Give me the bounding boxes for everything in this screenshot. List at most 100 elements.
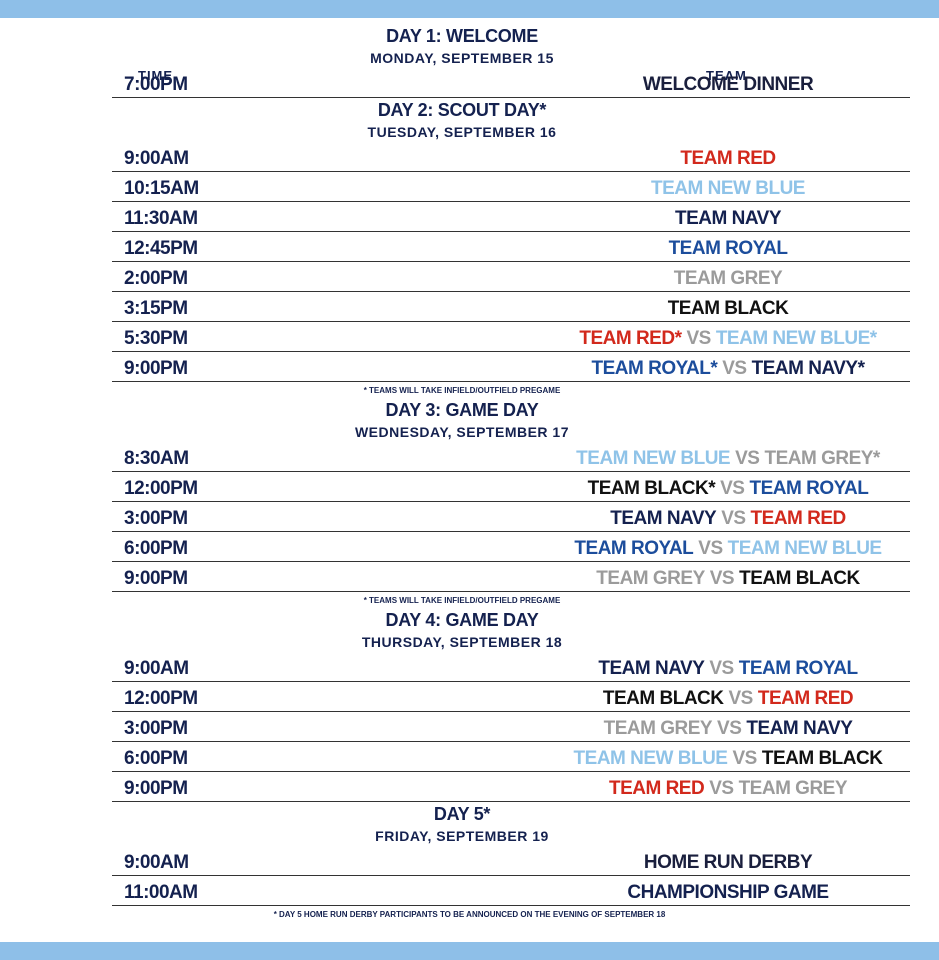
day-title: DAY 2: SCOUT DAY* (377, 100, 547, 120)
team-name: VS (728, 688, 754, 709)
footnote: * DAY 5 HOME RUN DERBY PARTICIPANTS TO B… (273, 910, 666, 919)
schedule-row: 7:00PM WELCOME DINNER (112, 68, 910, 98)
time: 9:00AM (124, 658, 189, 679)
schedule-row: 12:45PM TEAM ROYAL (112, 232, 910, 262)
day-date: TUESDAY, SEPTEMBER 16 (367, 124, 557, 140)
team: TEAM NAVY VS TEAM RED (610, 508, 846, 530)
team: TEAM RED* VS TEAM NEW BLUE* (579, 328, 877, 350)
team: TEAM ROYAL (669, 238, 788, 260)
team: HOME RUN DERBY (643, 852, 813, 874)
day-title: DAY 3: GAME DAY (385, 400, 539, 420)
schedule-row: 5:30PM TEAM RED* VS TEAM NEW BLUE* (112, 322, 910, 352)
team-name: TEAM GREY (673, 268, 783, 289)
team-name: TEAM BLACK (667, 298, 789, 319)
schedule: DAY 1: WELCOME MONDAY, SEPTEMBER 15 TIME TE… (0, 24, 939, 922)
team-name: VS (698, 538, 723, 559)
time: 8:30AM (124, 448, 189, 469)
team-name: VS (722, 358, 747, 379)
schedule-row: 9:00AM HOME RUN DERBY (112, 846, 910, 876)
team-name: TEAM NEW BLUE (651, 178, 805, 199)
time: 6:00PM (124, 538, 188, 559)
schedule-row: 9:00AM TEAM NAVY VS TEAM ROYAL (112, 652, 910, 682)
schedule-row: 11:00AM CHAMPIONSHIP GAME (112, 876, 910, 906)
team: CHAMPIONSHIP GAME (627, 882, 829, 904)
schedule-row: 3:00PM TEAM GREY VS TEAM NAVY (112, 712, 910, 742)
schedule-row: 10:15AM TEAM NEW BLUE (112, 172, 910, 202)
day-date: MONDAY, SEPTEMBER 15 (370, 50, 554, 66)
time: 11:30AM (124, 208, 198, 229)
team-name: VS (735, 448, 760, 469)
team-name: VS (720, 478, 745, 499)
schedule-row: 8:30AM TEAM NEW BLUE VS TEAM GREY* (112, 442, 910, 472)
schedule-row: 3:00PM TEAM NAVY VS TEAM RED (112, 502, 910, 532)
team-name: VS (717, 718, 742, 739)
team-name: TEAM NEW BLUE (573, 748, 728, 769)
team: TEAM NEW BLUE (651, 178, 805, 200)
schedule-row: 11:30AM TEAM NAVY (112, 202, 910, 232)
schedule-row: 12:00PM TEAM BLACK* VS TEAM ROYAL (112, 472, 910, 502)
team-name: TEAM BLACK* (587, 478, 716, 499)
team-name: VS (732, 748, 757, 769)
team: TEAM GREY VS TEAM NAVY (604, 718, 853, 740)
time: 6:00PM (124, 748, 188, 769)
team: TEAM NEW BLUE VS TEAM BLACK (574, 748, 883, 770)
team-name: TEAM GREY (738, 778, 848, 799)
time: 2:00PM (124, 268, 188, 289)
time: 9:00PM (124, 568, 188, 589)
day-section: DAY 4: GAME DAY THURSDAY, SEPTEMBER 18 9:0… (0, 608, 939, 802)
note: * TEAMS WILL TAKE INFIELD/OUTFIELD PREGA… (363, 596, 561, 605)
schedule-row: 3:15PM TEAM BLACK (112, 292, 910, 322)
team-name: HOME RUN DERBY (643, 852, 813, 873)
time: 3:00PM (124, 718, 188, 739)
day-title: DAY 1: WELCOME (386, 26, 538, 46)
schedule-row: 9:00PM TEAM ROYAL* VS TEAM NAVY* (112, 352, 910, 382)
team-name: TEAM BLACK (739, 568, 860, 589)
team-name: TEAM GREY (596, 568, 705, 589)
team-name: WELCOME DINNER (642, 74, 814, 95)
note: * TEAMS WILL TAKE INFIELD/OUTFIELD PREGA… (363, 386, 561, 395)
team-name: TEAM RED (680, 148, 776, 169)
team: TEAM NAVY (675, 208, 781, 230)
team: TEAM RED VS TEAM GREY (609, 778, 848, 800)
schedule-row: 9:00PM TEAM RED VS TEAM GREY (112, 772, 910, 802)
team-name: VS (709, 658, 734, 679)
team-name: TEAM NAVY (675, 208, 781, 229)
time: 9:00AM (124, 148, 189, 169)
team-name: VS (686, 328, 711, 349)
team-name: TEAM RED (757, 688, 854, 709)
day-title: DAY 5* (433, 804, 491, 824)
team: TEAM GREY VS TEAM BLACK (596, 568, 860, 590)
time: 3:00PM (124, 508, 188, 529)
team-name: VS (721, 508, 746, 529)
team-name: TEAM NAVY* (751, 358, 865, 379)
time: 10:15AM (124, 178, 199, 199)
team-name: TEAM BLACK (602, 688, 724, 709)
team-name: TEAM NAVY (746, 718, 853, 739)
team: TEAM NEW BLUE VS TEAM GREY* (576, 448, 880, 470)
day-title: DAY 4: GAME DAY (385, 610, 539, 630)
time: 9:00PM (124, 778, 188, 799)
team-name: TEAM ROYAL (668, 238, 788, 259)
team-name: TEAM GREY (603, 718, 713, 739)
team: TEAM GREY (673, 268, 783, 290)
schedule-row: 9:00PM TEAM GREY VS TEAM BLACK (112, 562, 910, 592)
day-section: DAY 2: SCOUT DAY* TUESDAY, SEPTEMBER 16 9:… (0, 98, 939, 398)
schedule-row: 12:00PM TEAM BLACK VS TEAM RED (112, 682, 910, 712)
schedule-row: 6:00PM TEAM NEW BLUE VS TEAM BLACK (112, 742, 910, 772)
time: 7:00PM (124, 74, 188, 95)
day-section: DAY 5* FRIDAY, SEPTEMBER 19 9:00AM HOME RUN… (0, 802, 939, 906)
team-name: TEAM ROYAL (749, 478, 869, 499)
team-name: TEAM NAVY (610, 508, 717, 529)
time: 9:00AM (124, 852, 189, 873)
team: TEAM BLACK (668, 298, 789, 320)
team: TEAM NAVY VS TEAM ROYAL (598, 658, 858, 680)
team-name: VS (709, 568, 735, 589)
time: 11:00AM (124, 882, 198, 903)
team: TEAM ROYAL* VS TEAM NAVY* (591, 358, 865, 380)
team: WELCOME DINNER (642, 74, 814, 96)
team-name: TEAM ROYAL* (591, 358, 718, 379)
team-name: TEAM RED* (579, 328, 682, 349)
team-name: TEAM NEW BLUE* (715, 328, 877, 349)
time: 12:00PM (124, 478, 198, 499)
